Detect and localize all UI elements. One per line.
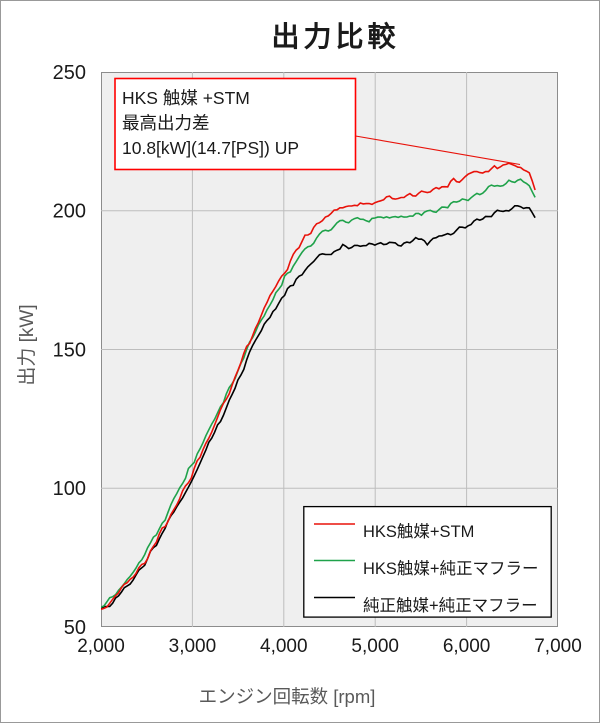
svg-text:エンジン回転数 [rpm]: エンジン回転数 [rpm] — [199, 686, 376, 707]
svg-text:10.8[kW](14.7[PS]) UP: 10.8[kW](14.7[PS]) UP — [122, 138, 299, 158]
svg-text:HKS触媒+純正マフラー: HKS触媒+純正マフラー — [363, 559, 539, 578]
svg-text:2,000: 2,000 — [77, 636, 125, 657]
svg-text:150: 150 — [53, 339, 86, 361]
svg-text:HKS触媒+STM: HKS触媒+STM — [363, 522, 474, 541]
svg-text:出力 [kW]: 出力 [kW] — [16, 304, 38, 385]
svg-text:6,000: 6,000 — [443, 636, 491, 657]
svg-text:200: 200 — [53, 201, 86, 223]
svg-text:100: 100 — [53, 478, 86, 500]
svg-text:5,000: 5,000 — [351, 636, 399, 657]
svg-text:250: 250 — [53, 62, 86, 84]
svg-text:7,000: 7,000 — [534, 636, 582, 657]
svg-text:4,000: 4,000 — [260, 636, 308, 657]
svg-text:3,000: 3,000 — [169, 636, 217, 657]
svg-text:純正触媒+純正マフラー: 純正触媒+純正マフラー — [363, 596, 538, 615]
svg-text:最高出力差: 最高出力差 — [122, 113, 210, 133]
svg-text:HKS 触媒 +STM: HKS 触媒 +STM — [122, 88, 250, 108]
